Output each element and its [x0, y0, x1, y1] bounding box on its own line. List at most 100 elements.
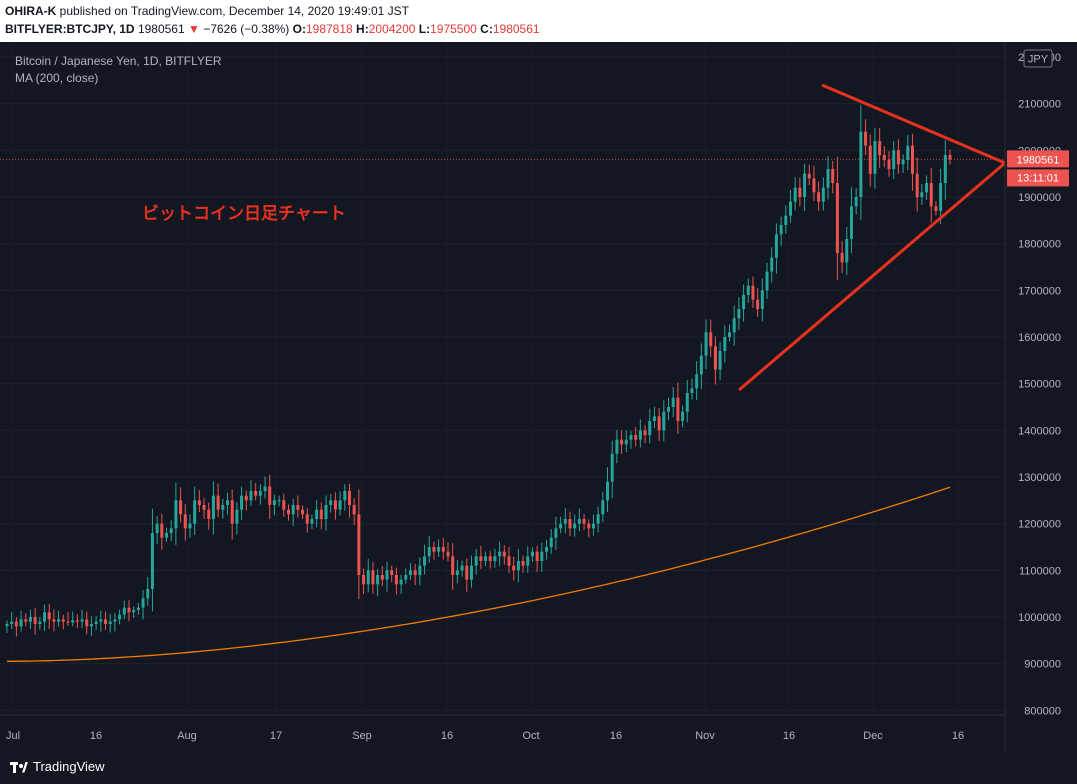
candle — [498, 541, 502, 567]
chart-area[interactable]: ビットコイン日足チャート Bitcoin / Japanese Yen, 1D,… — [0, 42, 1077, 752]
candle-body — [803, 173, 807, 197]
low-label: L: — [418, 22, 431, 36]
candle-body — [99, 619, 103, 622]
candle — [127, 600, 131, 622]
candle — [366, 558, 370, 593]
candle — [887, 151, 891, 177]
candle — [803, 163, 807, 211]
tradingview-logo[interactable]: TradingView — [10, 759, 105, 774]
candle — [465, 558, 469, 592]
candle — [868, 134, 872, 187]
candle — [108, 613, 112, 633]
currency-badge-label: JPY — [1028, 54, 1049, 66]
high-value: 2004200 — [368, 22, 416, 36]
candle-body — [826, 169, 830, 188]
candle — [882, 146, 886, 168]
candle — [193, 486, 197, 535]
time-tick-label: Jul — [6, 730, 20, 742]
candle-body — [413, 570, 417, 575]
candle-body — [526, 556, 530, 566]
candle-body — [859, 131, 863, 197]
time-tick-label: Aug — [177, 730, 197, 742]
candle-body — [423, 556, 427, 566]
candle — [643, 425, 647, 444]
candle — [479, 546, 483, 570]
candle-body — [629, 435, 633, 440]
chart-annotation[interactable]: ビットコイン日足チャート — [142, 204, 346, 224]
candle — [910, 133, 914, 191]
price-chart[interactable]: ビットコイン日足チャート Bitcoin / Japanese Yen, 1D,… — [0, 42, 1077, 752]
open-label: O: — [292, 22, 306, 36]
candle — [892, 141, 896, 179]
candle-body — [244, 495, 248, 501]
time-tick-label: Nov — [695, 730, 715, 742]
candle-body — [929, 183, 933, 207]
candle — [216, 483, 220, 518]
candle-body — [272, 500, 276, 505]
candle — [657, 408, 661, 442]
ma-layer — [7, 486, 951, 662]
candle — [371, 562, 375, 594]
candle — [915, 157, 919, 212]
candle — [784, 205, 788, 234]
candle — [901, 154, 905, 174]
candle-body — [427, 547, 431, 557]
candle-body — [507, 556, 511, 566]
currency-badge[interactable]: JPY — [1023, 49, 1053, 68]
candle — [230, 489, 234, 540]
candle — [85, 611, 89, 635]
candle — [169, 520, 173, 541]
candle — [286, 504, 290, 521]
candle-body — [165, 533, 169, 538]
candle — [249, 480, 253, 507]
candle-body — [211, 495, 215, 519]
candle-body — [685, 393, 689, 412]
candle-body — [19, 619, 23, 627]
candle-body — [892, 150, 896, 169]
currency-badge-box — [1023, 49, 1053, 68]
author-name[interactable]: OHIRA-K — [5, 4, 57, 18]
candle-body — [183, 514, 187, 529]
time-tick-label: Oct — [522, 730, 539, 742]
candle-body — [934, 206, 938, 211]
candle-body — [765, 271, 769, 291]
close-value: 1980561 — [492, 22, 540, 36]
candle-body — [286, 509, 290, 515]
candle — [118, 609, 122, 625]
price-tick-label: 1900000 — [1018, 192, 1061, 204]
candle-body — [437, 547, 441, 552]
countdown-tag: 13:11:01 — [1017, 172, 1059, 184]
candle — [263, 476, 267, 499]
candle-body — [648, 421, 652, 435]
candle — [188, 514, 192, 538]
candle — [207, 502, 211, 530]
candle — [80, 609, 84, 629]
candle-body — [596, 514, 600, 524]
candle-body — [305, 514, 309, 524]
candle — [301, 505, 305, 520]
candle — [268, 474, 272, 520]
candle — [390, 565, 394, 583]
candle-body — [319, 509, 323, 519]
candle-body — [146, 589, 150, 599]
time-axis[interactable]: Jul 16 Aug 17 Sep 16 Oct 16 Nov 16 Dec 16 — [6, 730, 964, 742]
candle — [136, 603, 140, 615]
price-tick-label: 1100000 — [1019, 565, 1061, 577]
candle-body — [291, 505, 295, 515]
candle-body — [465, 565, 469, 580]
candle — [179, 487, 183, 523]
candle-body — [591, 523, 595, 529]
candle — [512, 556, 516, 581]
tradingview-brand: TradingView — [33, 759, 105, 774]
candle — [727, 324, 731, 342]
candle — [732, 305, 736, 346]
candle-body — [28, 617, 32, 622]
lower-trendline[interactable] — [738, 161, 1006, 392]
price-tick-label: 1700000 — [1018, 285, 1061, 297]
candle-body — [179, 500, 183, 515]
candle-body — [221, 505, 225, 510]
candle-body — [718, 351, 722, 370]
candle — [343, 484, 347, 511]
candle-body — [366, 570, 370, 585]
upper-trendline[interactable] — [821, 83, 1006, 165]
